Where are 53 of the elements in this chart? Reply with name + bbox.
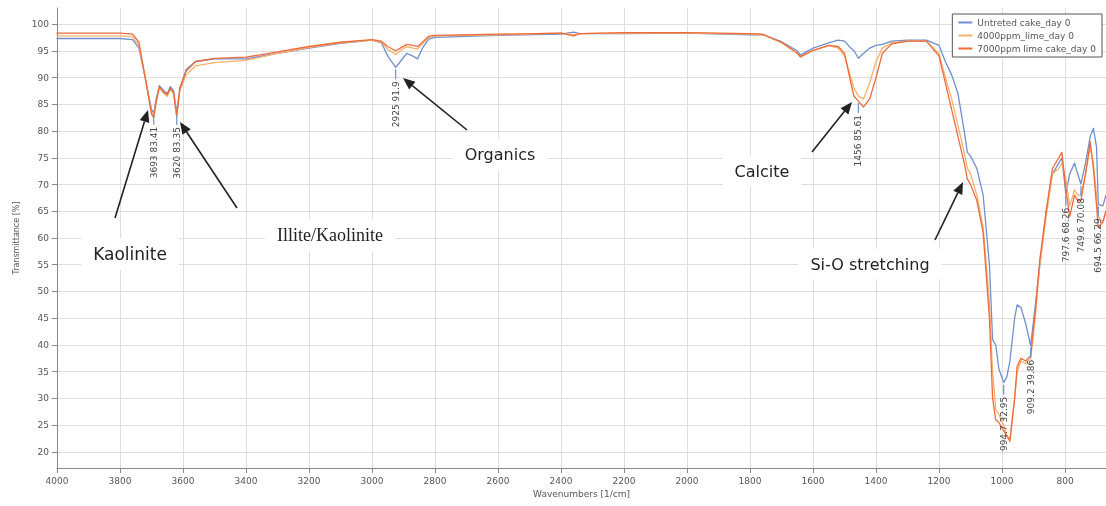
annotation: 909.2 39.86 xyxy=(1025,359,1036,415)
y-tick-label: 65 xyxy=(37,206,49,217)
y-tick-label: 80 xyxy=(37,126,50,137)
y-tick-label: 40 xyxy=(37,339,50,350)
x-tick-label: 3000 xyxy=(360,475,384,486)
x-tick-label: 1400 xyxy=(864,475,888,486)
annotation: 797.6 68.26 xyxy=(1060,207,1071,263)
x-tick-label: 3600 xyxy=(171,475,195,486)
annotation: Calcite xyxy=(734,161,790,181)
x-tick-label: 2000 xyxy=(675,475,699,486)
x-axis-title: Wavenumbers [1/cm] xyxy=(533,489,630,500)
x-tick-label: 1000 xyxy=(990,475,1014,486)
x-tick-label: 1800 xyxy=(738,475,762,486)
x-tick-label: 2200 xyxy=(612,475,636,486)
annotation: Kaolinite xyxy=(93,244,167,264)
x-tick-label: 1200 xyxy=(927,475,951,486)
y-tick-label: 55 xyxy=(37,259,49,270)
annotation: Si-O stretching xyxy=(810,254,930,274)
x-tick-label: 3400 xyxy=(234,475,258,486)
y-axis-title: Transmittance [%] xyxy=(12,201,22,276)
x-tick-label: 2400 xyxy=(549,475,573,486)
x-tick-label: 2600 xyxy=(486,475,510,486)
y-tick-label: 85 xyxy=(37,99,49,110)
y-tick-label: 30 xyxy=(37,393,50,404)
x-tick-label: 1600 xyxy=(801,475,825,486)
x-tick-label: 2800 xyxy=(423,475,447,486)
y-tick-label: 100 xyxy=(31,19,50,30)
x-tick-label: 800 xyxy=(1056,475,1074,486)
y-tick-label: 35 xyxy=(37,366,49,377)
y-tick-label: 75 xyxy=(37,152,49,163)
annotation: 1456 85.61 xyxy=(853,115,864,167)
y-tick-label: 90 xyxy=(37,72,50,83)
x-tick-label: 3200 xyxy=(297,475,321,486)
y-tick-label: 95 xyxy=(37,45,49,56)
annotation: 2925 91.9 xyxy=(390,81,401,128)
y-tick-label: 50 xyxy=(37,286,50,297)
annotation: 749.6 70.08 xyxy=(1075,197,1086,253)
annotation: 3620 83.35 xyxy=(171,127,182,179)
annotation: 994.7 32.95 xyxy=(998,396,1009,452)
y-tick-label: 20 xyxy=(37,446,50,457)
annotation: 3693 83.41 xyxy=(148,126,159,179)
y-tick-label: 45 xyxy=(37,313,49,324)
x-tick-label: 4000 xyxy=(45,475,69,486)
annotation: 694.5 66.29 xyxy=(1093,218,1104,273)
y-tick-label: 60 xyxy=(37,233,50,243)
legend-label: 4000ppm_lime_day 0 xyxy=(977,30,1075,41)
y-tick-label: 25 xyxy=(37,420,49,431)
y-tick-label: 70 xyxy=(37,179,50,190)
legend-label: Untreted cake_day 0 xyxy=(977,17,1071,28)
x-tick-label: 3800 xyxy=(108,475,132,486)
annotation: Illite/Kaolinite xyxy=(277,225,383,246)
legend-label: 7000ppm lime cake_day 0 xyxy=(977,43,1097,54)
annotation: Organics xyxy=(464,144,536,164)
